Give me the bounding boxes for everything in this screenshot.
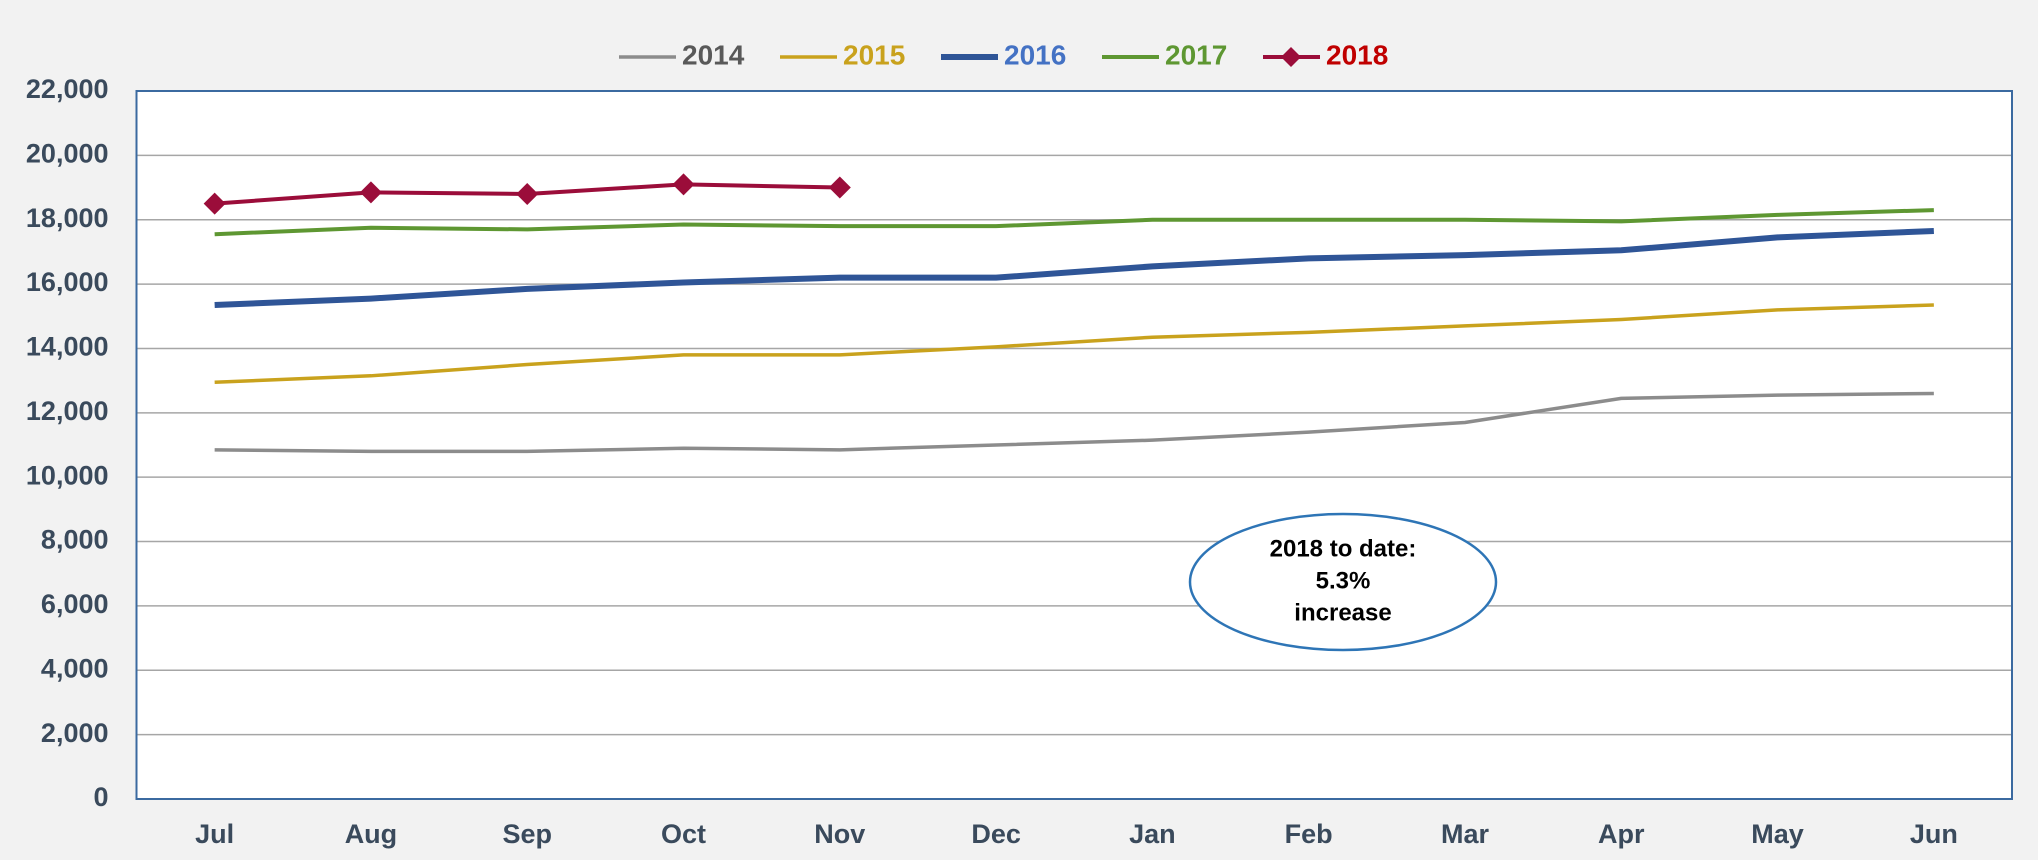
legend-label: 2014 [682, 39, 745, 70]
x-tick-label: Feb [1285, 819, 1333, 849]
y-tick-label: 10,000 [26, 460, 109, 490]
y-tick-label: 8,000 [41, 525, 109, 555]
legend-label: 2015 [843, 39, 905, 70]
marker [516, 182, 539, 205]
x-tick-label: Apr [1598, 819, 1645, 849]
y-tick-label: 12,000 [26, 396, 109, 426]
y-tick-label: 14,000 [26, 332, 109, 362]
y-tick-label: 16,000 [26, 267, 109, 297]
x-tick-label: Jun [1910, 819, 1958, 849]
x-tick-label: Mar [1441, 819, 1490, 849]
plot-area [136, 91, 2012, 799]
series-line [214, 303, 1934, 384]
series-line [214, 208, 1934, 237]
annotation-text: increase [1294, 599, 1391, 626]
legend-label: 2017 [1165, 39, 1227, 70]
series-line [214, 227, 1934, 309]
annotation-text: 2018 to date: [1270, 535, 1417, 562]
y-tick-label: 20,000 [26, 138, 109, 168]
y-tick-label: 2,000 [41, 718, 109, 748]
marker [828, 176, 851, 199]
marker [672, 173, 695, 196]
plot-border [135, 90, 2013, 800]
y-tick-label: 22,000 [26, 74, 109, 104]
x-tick-label: Aug [345, 819, 397, 849]
x-tick-label: Jan [1129, 819, 1176, 849]
legend-label: 2016 [1004, 39, 1066, 70]
annotation-text: 5.3% [1316, 567, 1371, 594]
marker [359, 181, 382, 204]
x-tick-label: Sep [502, 819, 552, 849]
x-tick-label: Oct [661, 819, 706, 849]
legend-label: 2018 [1326, 39, 1388, 70]
marker [203, 192, 226, 215]
x-tick-label: Dec [971, 819, 1021, 849]
x-tick-label: May [1751, 819, 1804, 849]
series-line [214, 391, 1934, 454]
y-tick-label: 6,000 [41, 589, 109, 619]
y-tick-label: 4,000 [41, 653, 109, 683]
x-tick-label: Jul [195, 819, 234, 849]
annotation-bubble [1188, 512, 1498, 652]
y-tick-label: 18,000 [26, 203, 109, 233]
y-tick-label: 0 [93, 782, 108, 812]
x-tick-label: Nov [814, 819, 865, 849]
legend-marker [1281, 47, 1301, 67]
